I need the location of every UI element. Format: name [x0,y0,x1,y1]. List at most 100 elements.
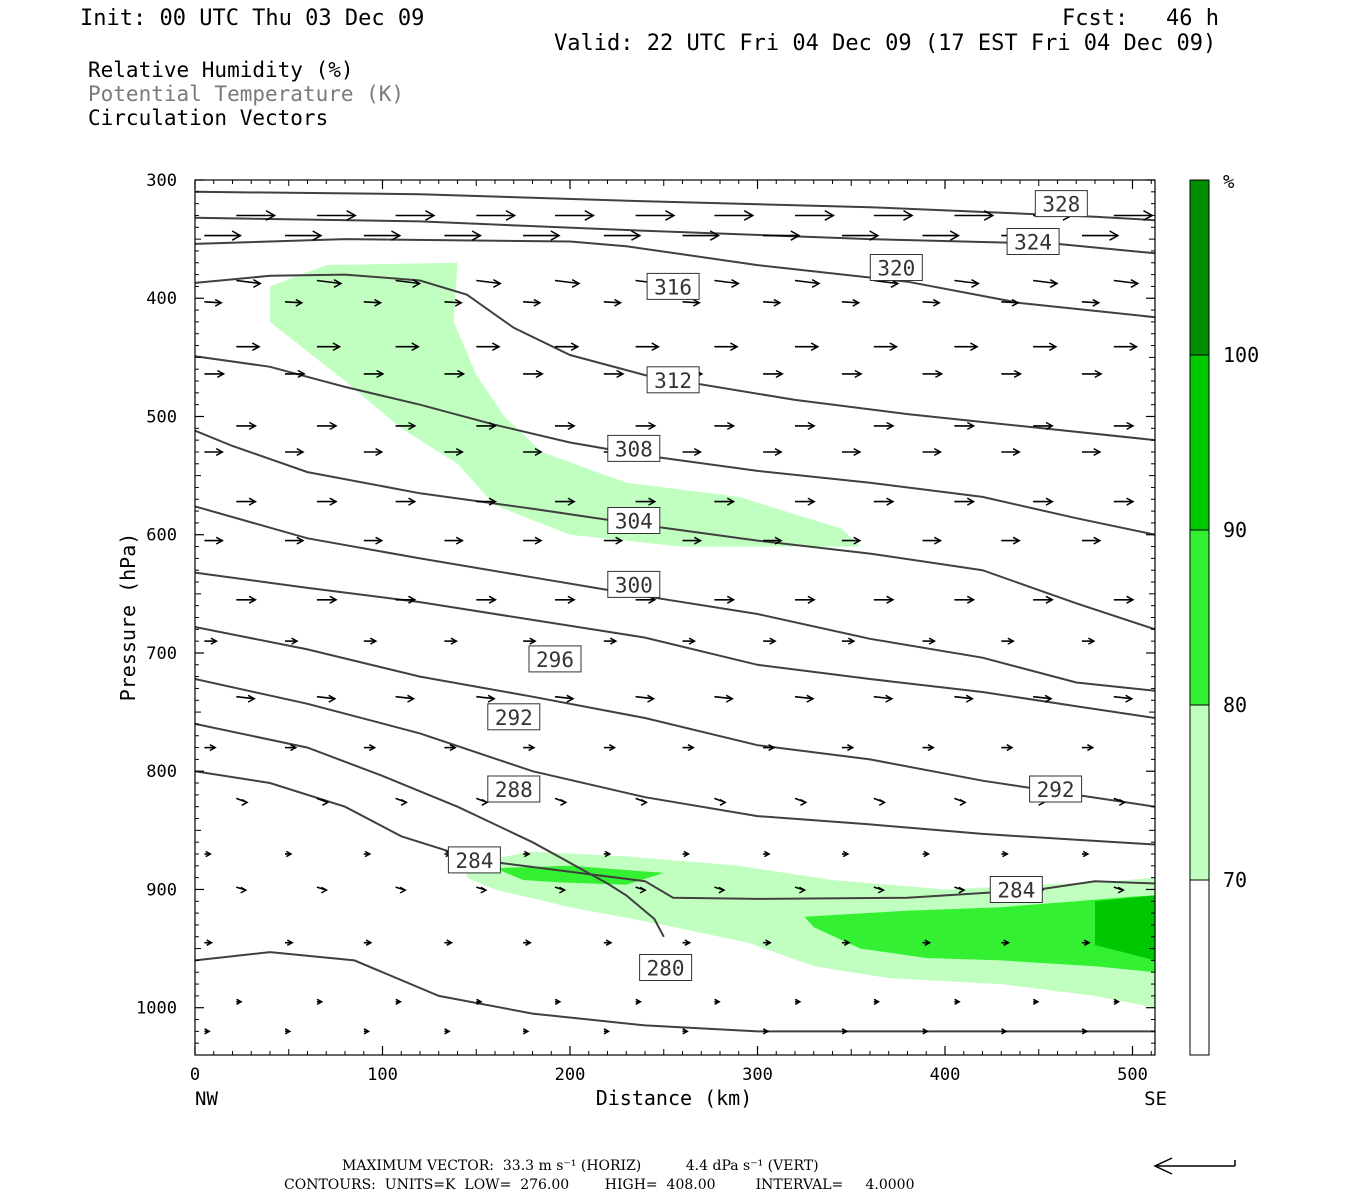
circulation-vector [873,998,881,1005]
circulation-vector [1113,421,1135,431]
reference-vector-icon [1153,1157,1236,1175]
svg-text:284: 284 [455,849,493,873]
rh-region-70-0 [270,262,861,547]
circulation-vector [1001,447,1021,456]
circulation-vector [795,497,816,506]
circulation-vector [395,694,416,703]
x-tick-label: 400 [930,1065,961,1085]
circulation-vector [635,797,648,806]
svg-text:324: 324 [1014,231,1052,255]
circulation-vector [603,939,613,946]
circulation-vector [841,1028,849,1035]
circulation-vector [682,637,697,645]
circulation-vector [922,744,935,752]
circulation-vector [873,210,914,221]
circulation-vector [954,497,976,506]
circulation-vector [795,421,816,431]
y-tick-label: 900 [146,880,177,900]
circulation-vector [523,536,543,545]
circulation-vector [284,298,304,307]
circulation-vector [444,744,457,752]
circulation-vector [363,536,384,545]
rh-region-70-1 [466,851,1155,1008]
circulation-vector [522,1028,530,1035]
circulation-vector [555,595,576,604]
circulation-vector [236,279,262,288]
circulation-vector [395,797,408,806]
circulation-vector [395,497,417,506]
x-axis-label: Distance (km) [596,1086,753,1110]
circulation-vector [476,998,483,1005]
circulation-vector [395,886,407,894]
circulation-vector [285,447,305,456]
circulation-vector [523,744,536,752]
circulation-vector [363,369,385,379]
svg-text:328: 328 [1042,193,1080,217]
colorbar-segment [1190,880,1209,1055]
circulation-vector [236,886,248,894]
circulation-vector [763,298,782,307]
x-tick-label: 0 [190,1065,200,1085]
contour-label-304: 304 [607,507,661,534]
circulation-vector [316,279,343,288]
circulation-vector [236,421,257,431]
circulation-vector [954,797,967,806]
circulation-vector [1001,637,1015,645]
circulation-vector [954,694,974,703]
circulation-vector [1113,595,1135,604]
x-tick-label: 300 [742,1065,773,1085]
circulation-vector [554,886,567,894]
circulation-vector [444,939,454,946]
circulation-vector [1033,279,1059,288]
circulation-vector [762,1028,770,1035]
theta-contour-328-0 [195,190,1155,222]
circulation-vector [204,230,242,241]
circulation-vector [1113,998,1121,1005]
circulation-vector [873,497,895,506]
circulation-vector [363,939,373,946]
circulation-vector [395,595,417,604]
theta-contour-296-8 [195,626,1155,808]
circulation-vector [316,797,330,806]
circulation-vector [763,230,801,241]
circulation-vector [1081,850,1090,858]
svg-text:304: 304 [615,510,653,534]
circulation-vector [523,850,531,858]
theta-contour-316-3 [195,273,1155,442]
circulation-vector [204,369,226,379]
circulation-vector [476,342,501,352]
circulation-vector [395,279,422,288]
circulation-vector [236,998,243,1005]
circulation-vector [714,497,736,506]
legend-potential-temperature: Potential Temperature (K) [88,82,405,106]
circulation-vector [682,1028,689,1035]
circulation-vector [444,230,482,241]
circulation-vector [236,595,257,604]
circulation-vector [635,342,660,352]
legend-circulation-vectors: Circulation Vectors [88,106,329,130]
circulation-vector [635,421,657,431]
circulation-vector [1032,998,1040,1005]
circulation-vector [841,230,880,241]
circulation-vector [204,536,224,545]
svg-text:296: 296 [536,648,574,672]
svg-text:312: 312 [654,369,692,393]
circulation-vector [476,210,517,221]
circulation-vector [922,1028,929,1035]
circulation-vector [444,637,458,645]
colorbar-segment [1190,180,1209,355]
circulation-vector [363,447,384,456]
circulation-vector [395,210,436,221]
circulation-vector [363,1028,371,1035]
svg-text:288: 288 [495,778,533,802]
circulation-vector [316,886,329,894]
y-axis-label: Pressure (hPa) [116,533,140,702]
circulation-vector [285,637,299,645]
theta-contour-288-10 [195,722,665,938]
circulation-vector [635,497,657,506]
circulation-vector [922,536,943,545]
circulation-vector [763,744,776,752]
circulation-vector [554,694,575,703]
circulation-vector [363,850,372,858]
circulation-vector [714,279,740,288]
